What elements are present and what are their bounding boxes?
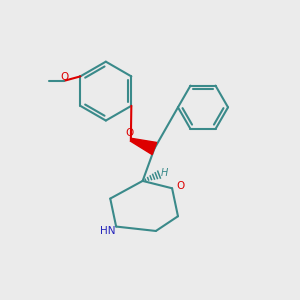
Text: O: O	[176, 181, 184, 191]
Text: O: O	[60, 72, 68, 82]
Polygon shape	[130, 138, 157, 154]
Text: O: O	[125, 128, 134, 138]
Text: HN: HN	[100, 226, 115, 236]
Text: H: H	[160, 168, 168, 178]
